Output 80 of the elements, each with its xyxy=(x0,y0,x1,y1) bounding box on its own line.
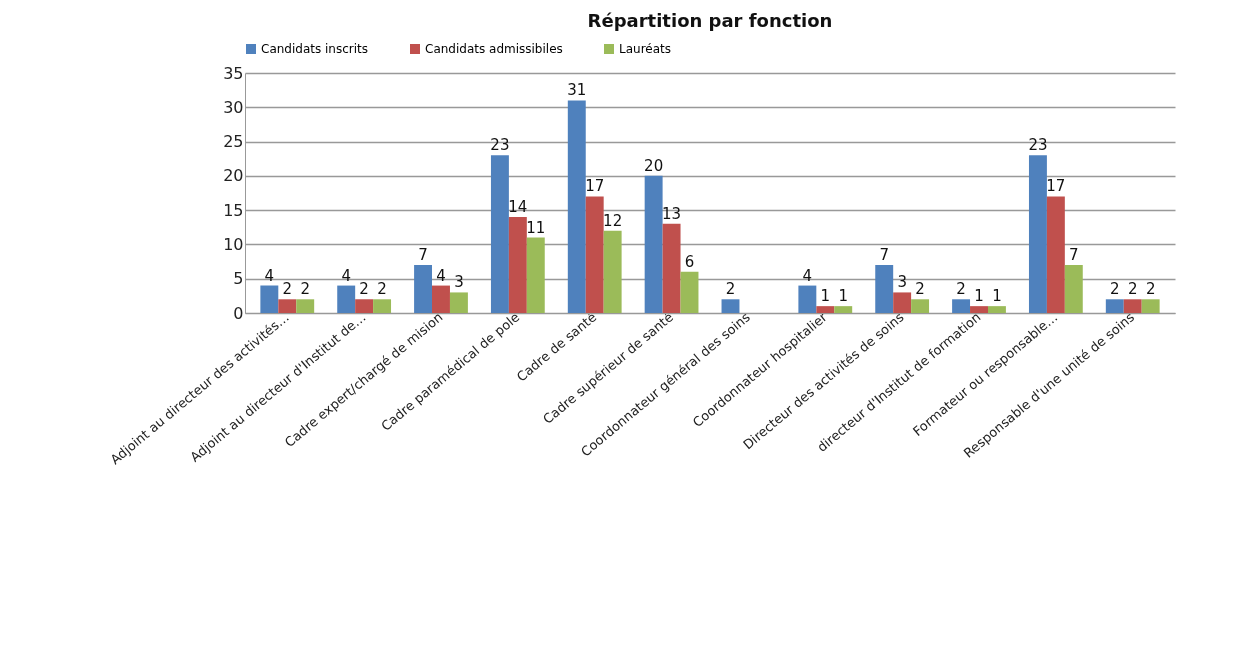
bar xyxy=(414,265,433,313)
bar xyxy=(798,285,817,313)
bar xyxy=(875,265,894,313)
data-label: 14 xyxy=(508,198,528,216)
bar xyxy=(432,285,450,313)
data-label: 1 xyxy=(974,287,984,306)
data-label: 1 xyxy=(992,287,1002,306)
data-label: 2 xyxy=(725,280,736,299)
data-label: 2 xyxy=(956,280,966,299)
bar xyxy=(296,299,315,313)
data-label: 7 xyxy=(879,246,889,264)
data-label: 2 xyxy=(915,280,925,299)
bar xyxy=(721,299,740,313)
data-label: 2 xyxy=(377,280,387,299)
data-label: 1 xyxy=(838,287,848,306)
data-label: 17 xyxy=(585,177,605,196)
legend-label: Lauréats xyxy=(619,42,672,56)
bar xyxy=(644,175,663,313)
y-tick-label: 15 xyxy=(223,200,244,220)
bar xyxy=(337,285,356,313)
data-label: 2 xyxy=(1110,280,1120,299)
data-label: 3 xyxy=(897,273,907,292)
bar xyxy=(260,285,279,313)
bar xyxy=(1046,196,1065,313)
bar xyxy=(603,230,622,313)
data-label: 6 xyxy=(684,252,695,271)
y-tick-label: 0 xyxy=(233,303,244,323)
bar xyxy=(567,100,586,313)
data-label: 7 xyxy=(1069,246,1079,264)
bar xyxy=(1105,299,1124,313)
bar xyxy=(970,306,988,313)
chart-title: Répartition par fonction xyxy=(587,10,833,31)
bar xyxy=(526,237,545,313)
bar xyxy=(662,223,681,313)
data-label: 17 xyxy=(1046,177,1066,196)
data-label: 2 xyxy=(1127,280,1138,299)
bar xyxy=(1028,155,1047,313)
bar xyxy=(1141,299,1160,313)
bar xyxy=(834,306,853,313)
data-label: 2 xyxy=(282,280,293,299)
data-label: 4 xyxy=(802,266,813,285)
y-tick-label: 10 xyxy=(223,234,244,254)
data-label: 3 xyxy=(454,273,464,292)
bar xyxy=(911,299,930,313)
y-tick-label: 20 xyxy=(223,166,244,186)
data-label: 31 xyxy=(567,81,587,100)
data-label: 2 xyxy=(359,280,369,299)
y-tick-label: 30 xyxy=(223,97,244,117)
data-label: 4 xyxy=(436,266,446,285)
data-label: 23 xyxy=(1028,136,1048,155)
bar xyxy=(490,155,509,313)
bar xyxy=(893,292,912,313)
data-label: 7 xyxy=(418,246,428,264)
bar xyxy=(680,271,699,313)
data-label: 23 xyxy=(490,136,510,155)
y-tick-label: 25 xyxy=(223,132,244,152)
legend-label: Candidats admissibiles xyxy=(425,42,563,56)
bar xyxy=(816,306,835,313)
bar xyxy=(373,299,392,313)
bar xyxy=(1123,299,1142,313)
bar xyxy=(1064,265,1083,313)
data-label: 1 xyxy=(820,287,831,306)
bar xyxy=(449,292,468,313)
legend-label: Candidats inscrits xyxy=(261,42,369,56)
y-tick-label: 5 xyxy=(233,269,244,289)
bar xyxy=(355,299,374,313)
data-label: 2 xyxy=(1145,280,1156,299)
bar xyxy=(585,196,604,313)
data-label: 12 xyxy=(603,211,623,230)
data-label: 11 xyxy=(526,218,546,237)
y-tick-label: 35 xyxy=(223,63,244,83)
bar xyxy=(508,217,527,313)
data-label: 4 xyxy=(264,266,275,285)
data-label: 20 xyxy=(644,156,664,175)
bar xyxy=(278,299,297,313)
bar xyxy=(987,306,1006,313)
data-label: 2 xyxy=(300,280,310,299)
data-label: 13 xyxy=(662,204,682,223)
data-label: 4 xyxy=(341,266,351,285)
bar xyxy=(952,299,971,313)
